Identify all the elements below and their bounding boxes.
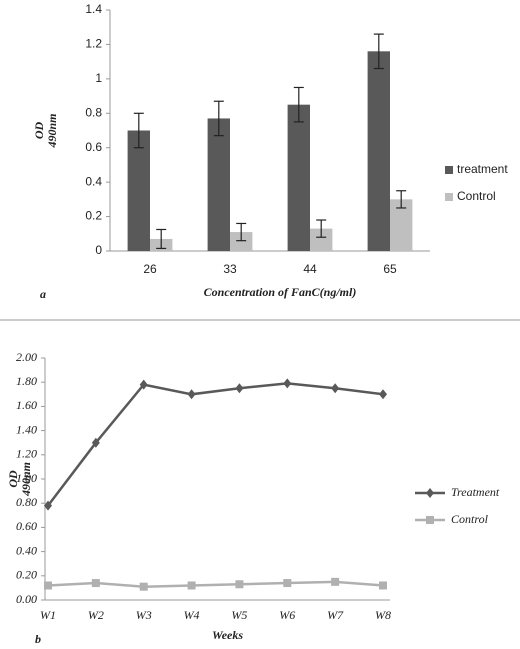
y-tick-label: 0.60 [16, 519, 37, 533]
y-tick-label: 1.80 [16, 374, 37, 388]
marker [139, 379, 148, 390]
legend-label: treatment [457, 162, 508, 176]
y-tick-label: 1.4 [85, 2, 102, 16]
x-tick-label: 33 [223, 262, 237, 276]
legend-marker [426, 516, 434, 524]
x-tick-label: 65 [383, 262, 397, 276]
panel-label: a [40, 287, 46, 301]
y-tick-label: 0.00 [16, 592, 37, 606]
legend-swatch [445, 193, 453, 201]
x-tick-label: W5 [231, 608, 247, 622]
marker [379, 581, 387, 590]
legend-label: Treatment [451, 485, 500, 499]
x-tick-label: W3 [136, 608, 152, 622]
bar [367, 51, 390, 251]
x-axis-title: Concentration of FanC(ng/ml) [204, 285, 357, 299]
legend-label: Control [451, 512, 489, 526]
y-tick-label: 0.40 [16, 543, 37, 557]
marker [187, 581, 196, 590]
y-tick-label: 1.40 [16, 422, 37, 436]
marker [283, 579, 292, 588]
y-tick-label: 0 [95, 243, 102, 257]
bar [390, 199, 413, 251]
y-axis-title: OD [32, 122, 46, 140]
y-tick-label: 0.2 [85, 209, 102, 223]
error-bar [236, 222, 247, 242]
marker [283, 378, 292, 389]
bar [287, 104, 310, 251]
error-bar [396, 190, 407, 209]
x-tick-label: W4 [184, 608, 200, 622]
error-bar [373, 33, 384, 70]
legend-label: Control [457, 189, 496, 203]
error-bar [133, 112, 144, 149]
y-tick-label: 1.60 [16, 398, 37, 412]
bar [127, 130, 150, 251]
marker [235, 580, 244, 589]
marker [91, 579, 100, 588]
x-tick-label: 26 [143, 262, 157, 276]
y-tick-label: 0.20 [16, 568, 37, 582]
marker [44, 500, 52, 511]
x-tick-label: W1 [40, 608, 56, 622]
panel-label: b [35, 632, 41, 646]
x-axis-title: Weeks [212, 628, 243, 642]
line [47, 580, 384, 588]
marker [331, 383, 340, 394]
error-bar [213, 100, 224, 137]
x-tick-label: W7 [327, 608, 344, 622]
y-tick-label: 0.6 [85, 140, 102, 154]
error-bar [316, 219, 327, 238]
marker [91, 437, 100, 448]
x-tick-label: W8 [375, 608, 391, 622]
legend-swatch [445, 166, 453, 174]
bar [230, 232, 253, 251]
x-tick-label: W2 [88, 608, 104, 622]
y-tick-label: 1 [95, 71, 102, 85]
y-tick-label: 1.2 [85, 37, 102, 51]
marker [139, 582, 148, 591]
bar [207, 118, 230, 251]
y-tick-label: 0.80 [16, 495, 37, 509]
y-axis-unit: 490nm [45, 113, 59, 148]
marker [44, 581, 52, 590]
marker [235, 383, 244, 394]
y-tick-label: 0.4 [85, 174, 102, 188]
legend-marker [426, 488, 434, 498]
x-tick-label: 44 [303, 262, 317, 276]
y-tick-label: 0.8 [85, 105, 102, 119]
y-tick-label: 1.00 [16, 471, 37, 485]
y-tick-label: 1.20 [16, 447, 37, 461]
y-axis-unit: 490nm [19, 462, 33, 497]
marker [331, 577, 340, 586]
y-tick-label: 2.00 [16, 350, 37, 364]
marker [379, 389, 387, 400]
marker [187, 389, 196, 400]
bar [310, 228, 333, 251]
error-bar [156, 228, 167, 250]
x-tick-label: W6 [279, 608, 295, 622]
y-axis-title: OD [6, 470, 20, 488]
line [47, 382, 384, 507]
error-bar [293, 86, 304, 123]
